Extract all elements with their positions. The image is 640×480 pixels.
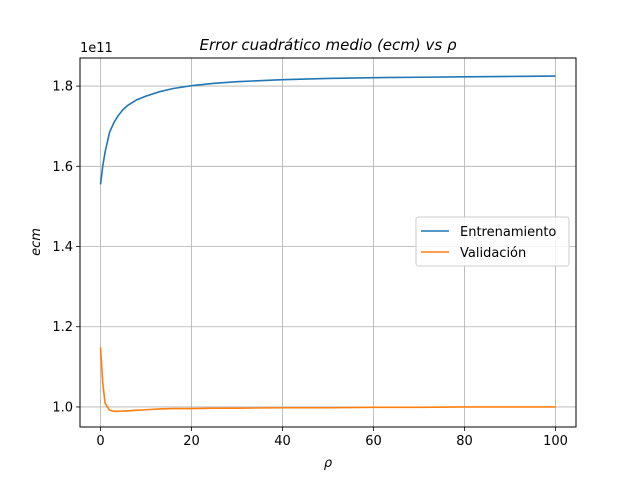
y-axis-label: ecm [29, 228, 44, 256]
y-tick-label: 1.6 [52, 160, 73, 175]
y-tick-label: 1.8 [52, 80, 73, 95]
x-tick-label: 0 [96, 434, 104, 449]
plot-frame [79, 57, 577, 428]
y-axis-ticks: 1.0 1.2 1.4 1.6 1.8 [52, 80, 80, 415]
series-line-2 [99, 347, 556, 413]
y-axis-offset-label: 1e11 [80, 41, 113, 56]
x-tick-label: 40 [274, 434, 291, 449]
legend-box [415, 216, 570, 267]
x-tick-label: 100 [543, 434, 568, 449]
series-line-1 [99, 75, 556, 185]
legend-label-1: Entrenamiento [460, 225, 556, 240]
y-tick-label: 1.2 [52, 320, 73, 335]
y-tick-label: 1.4 [52, 240, 73, 255]
series-lines [99, 75, 556, 413]
legend-label-2: Validación [460, 246, 526, 261]
x-tick-label: 20 [183, 434, 200, 449]
x-axis-label: ρ [324, 456, 333, 471]
chart-title: Error cuadrático medio (ecm) vs ρ [199, 36, 456, 54]
x-tick-label: 80 [456, 434, 473, 449]
y-tick-label: 1.0 [52, 400, 73, 415]
legend: Entrenamiento Validación [415, 216, 570, 267]
x-axis-ticks: 0 20 40 60 80 100 [96, 427, 568, 449]
x-tick-label: 60 [365, 434, 382, 449]
grid [80, 58, 576, 427]
